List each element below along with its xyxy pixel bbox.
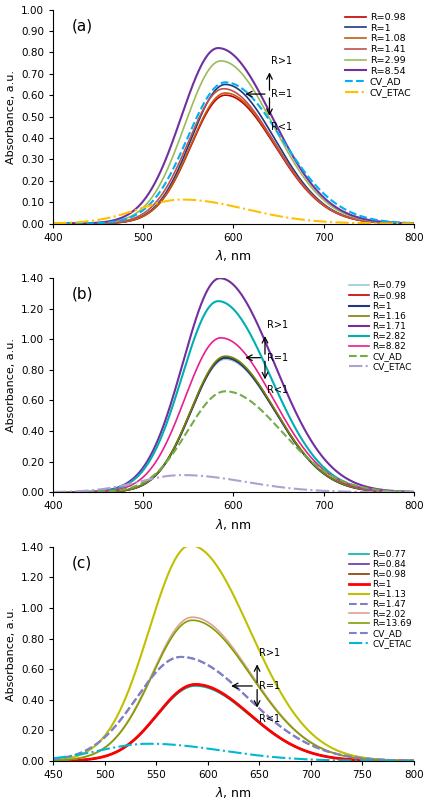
Y-axis label: Absorbance, a.u.: Absorbance, a.u. (6, 607, 15, 701)
Text: R<1: R<1 (259, 713, 280, 724)
Y-axis label: Absorbance, a.u.: Absorbance, a.u. (6, 69, 16, 164)
Text: (b): (b) (71, 287, 93, 301)
X-axis label: $\lambda$, nm: $\lambda$, nm (215, 785, 252, 800)
Text: (a): (a) (71, 18, 92, 33)
Text: R=1: R=1 (267, 353, 288, 363)
Text: R>1: R>1 (259, 648, 280, 659)
Legend: R=0.77, R=0.84, R=0.98, R=1, R=1.13, R=1.47, R=2.02, R=13.69, CV_AD, CV_ETAC: R=0.77, R=0.84, R=0.98, R=1, R=1.13, R=1… (348, 549, 413, 649)
Text: R=1: R=1 (271, 89, 293, 99)
Text: R<1: R<1 (271, 122, 293, 132)
Text: R>1: R>1 (267, 320, 288, 330)
Legend: R=0.79, R=0.98, R=1, R=1.16, R=1.71, R=2.82, R=8.82, CV_AD, CV_ETAC: R=0.79, R=0.98, R=1, R=1.16, R=1.71, R=2… (348, 280, 413, 372)
Text: R>1: R>1 (271, 56, 293, 66)
Text: R=1: R=1 (259, 681, 280, 691)
Text: (c): (c) (71, 555, 91, 571)
X-axis label: $\lambda$, nm: $\lambda$, nm (215, 517, 252, 532)
Legend: R=0.98, R=1, R=1.08, R=1.41, R=2.99, R=8.54, CV_AD, CV_ETAC: R=0.98, R=1, R=1.08, R=1.41, R=2.99, R=8… (344, 12, 413, 98)
Text: R<1: R<1 (267, 385, 288, 396)
Y-axis label: Absorbance, a.u.: Absorbance, a.u. (6, 339, 15, 432)
X-axis label: $\lambda$, nm: $\lambda$, nm (215, 248, 252, 263)
